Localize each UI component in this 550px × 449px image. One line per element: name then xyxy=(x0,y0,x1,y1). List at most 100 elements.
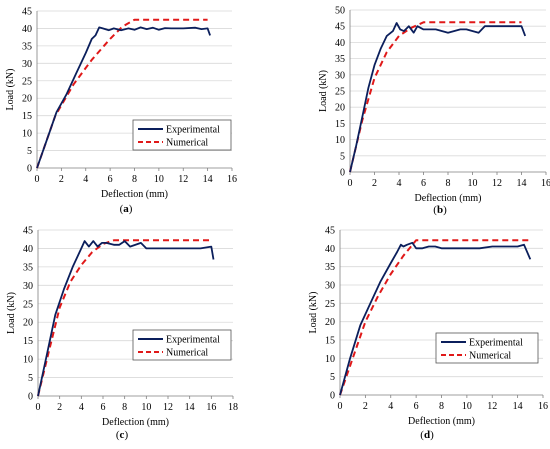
x-tick-label: 2 xyxy=(59,174,64,185)
x-tick-label: 8 xyxy=(446,178,451,189)
y-tick-label: 45 xyxy=(23,226,33,237)
y-tick-label: 35 xyxy=(22,41,32,52)
legend-entry: Numerical xyxy=(469,351,511,362)
panel-caption: (b) xyxy=(433,204,447,216)
y-tick-label: 15 xyxy=(325,336,335,347)
series-line-experimental xyxy=(339,241,532,396)
x-tick-label: 8 xyxy=(132,174,137,185)
x-tick-label: 0 xyxy=(348,178,353,189)
y-axis-label: Load (kN) xyxy=(5,69,16,111)
legend-entry: Numerical xyxy=(166,138,208,149)
legend-entry: Experimental xyxy=(469,338,523,349)
legend: Experimental Numerical xyxy=(132,329,232,361)
x-tick-label: 16 xyxy=(541,178,550,189)
y-tick-label: 35 xyxy=(325,262,335,273)
series-line-numerical xyxy=(37,239,212,397)
y-tick-label: 45 xyxy=(335,22,345,33)
y-tick-label: 25 xyxy=(335,87,345,98)
y-tick-label: 10 xyxy=(325,354,335,365)
y-tick-label: 40 xyxy=(325,244,335,255)
panel-caption: (d) xyxy=(420,429,434,441)
y-tick-label: 50 xyxy=(335,6,345,17)
x-tick-label: 2 xyxy=(372,178,377,189)
chart-panel-a: 0 2 4 6 8 10 12 14 16 0 5 10 15 20 25 30 35 40 45 Deflectio… xyxy=(5,7,237,216)
x-tick-label: 4 xyxy=(397,178,402,189)
panel-caption: (a) xyxy=(120,203,133,215)
x-tick-label: 2 xyxy=(363,401,368,412)
panel-caption: (c) xyxy=(116,429,129,441)
y-tick-label: 35 xyxy=(335,54,345,65)
x-tick-label: 14 xyxy=(203,174,213,185)
x-tick-label: 4 xyxy=(79,402,84,413)
y-tick-label: 20 xyxy=(325,317,335,328)
y-tick-label: 25 xyxy=(23,299,33,310)
y-tick-label: 15 xyxy=(23,336,33,347)
legend-box xyxy=(435,332,539,364)
y-tick-label: 10 xyxy=(335,135,345,146)
y-axis-label: Load (kN) xyxy=(6,292,17,334)
y-tick-label: 30 xyxy=(23,281,33,292)
x-tick-label: 12 xyxy=(163,402,173,413)
series-line-experimental xyxy=(37,240,215,397)
x-tick-label: 4 xyxy=(388,401,393,412)
x-tick-label: 2 xyxy=(57,402,62,413)
y-tick-label: 40 xyxy=(23,244,33,255)
x-tick-label: 8 xyxy=(439,401,444,412)
x-tick-label: 6 xyxy=(101,402,106,413)
legend: Experimental Numerical xyxy=(435,332,539,364)
x-axis-label: Deflection (mm) xyxy=(102,417,169,428)
x-tick-label: 12 xyxy=(487,401,497,412)
y-tick-label: 45 xyxy=(325,226,335,237)
y-tick-label: 5 xyxy=(27,146,32,157)
y-tick-label: 20 xyxy=(22,94,32,105)
legend-entry: Numerical xyxy=(166,348,208,359)
x-axis-label: Deflection (mm) xyxy=(101,189,168,200)
legend-entry: Experimental xyxy=(166,125,220,136)
x-tick-label: 12 xyxy=(178,174,188,185)
x-axis-label: Deflection (mm) xyxy=(408,416,475,427)
series-line-numerical xyxy=(349,21,522,173)
y-tick-label: 5 xyxy=(340,151,345,162)
x-tick-label: 10 xyxy=(141,402,151,413)
x-tick-label: 10 xyxy=(468,178,478,189)
y-tick-label: 35 xyxy=(23,262,33,273)
y-tick-label: 30 xyxy=(325,281,335,292)
x-tick-label: 16 xyxy=(227,174,237,185)
x-tick-label: 6 xyxy=(108,174,113,185)
y-tick-label: 0 xyxy=(330,391,335,402)
y-axis-label: Load (kN) xyxy=(308,292,319,334)
y-tick-label: 30 xyxy=(22,59,32,70)
legend-box xyxy=(132,329,232,361)
y-tick-label: 25 xyxy=(325,299,335,310)
x-tick-label: 14 xyxy=(513,401,523,412)
chart-panel-d: 0 2 4 6 8 10 12 14 16 0 5 10 15 20 25 30 35 40 45 Deflectio… xyxy=(308,226,548,442)
y-tick-label: 10 xyxy=(22,129,32,140)
x-tick-label: 16 xyxy=(206,402,216,413)
x-tick-label: 10 xyxy=(154,174,164,185)
y-tick-label: 5 xyxy=(330,372,335,383)
x-tick-label: 14 xyxy=(185,402,195,413)
y-tick-label: 45 xyxy=(22,7,32,18)
y-tick-label: 40 xyxy=(22,24,32,35)
y-tick-label: 0 xyxy=(28,392,33,403)
y-tick-label: 15 xyxy=(335,119,345,130)
series-line-experimental xyxy=(36,26,211,169)
x-tick-label: 4 xyxy=(83,174,88,185)
y-tick-label: 40 xyxy=(335,38,345,49)
legend: Experimental Numerical xyxy=(132,119,232,151)
x-tick-label: 12 xyxy=(492,178,502,189)
x-tick-label: 0 xyxy=(35,174,40,185)
y-tick-label: 0 xyxy=(27,164,32,175)
y-tick-label: 25 xyxy=(22,76,32,87)
x-tick-label: 18 xyxy=(228,402,238,413)
x-tick-label: 6 xyxy=(414,401,419,412)
y-tick-label: 20 xyxy=(23,318,33,329)
y-axis-label: Load (kN) xyxy=(318,70,329,112)
y-tick-label: 30 xyxy=(335,70,345,81)
series-line-numerical xyxy=(339,239,531,396)
x-tick-label: 0 xyxy=(36,402,41,413)
chart-panel-c: 0 2 4 6 8 10 12 14 16 18 0 5 10 15 20 25 30 35 40 45 Deflect… xyxy=(6,226,238,442)
x-tick-label: 6 xyxy=(421,178,426,189)
x-tick-label: 16 xyxy=(538,401,548,412)
series-line-experimental xyxy=(349,22,527,173)
